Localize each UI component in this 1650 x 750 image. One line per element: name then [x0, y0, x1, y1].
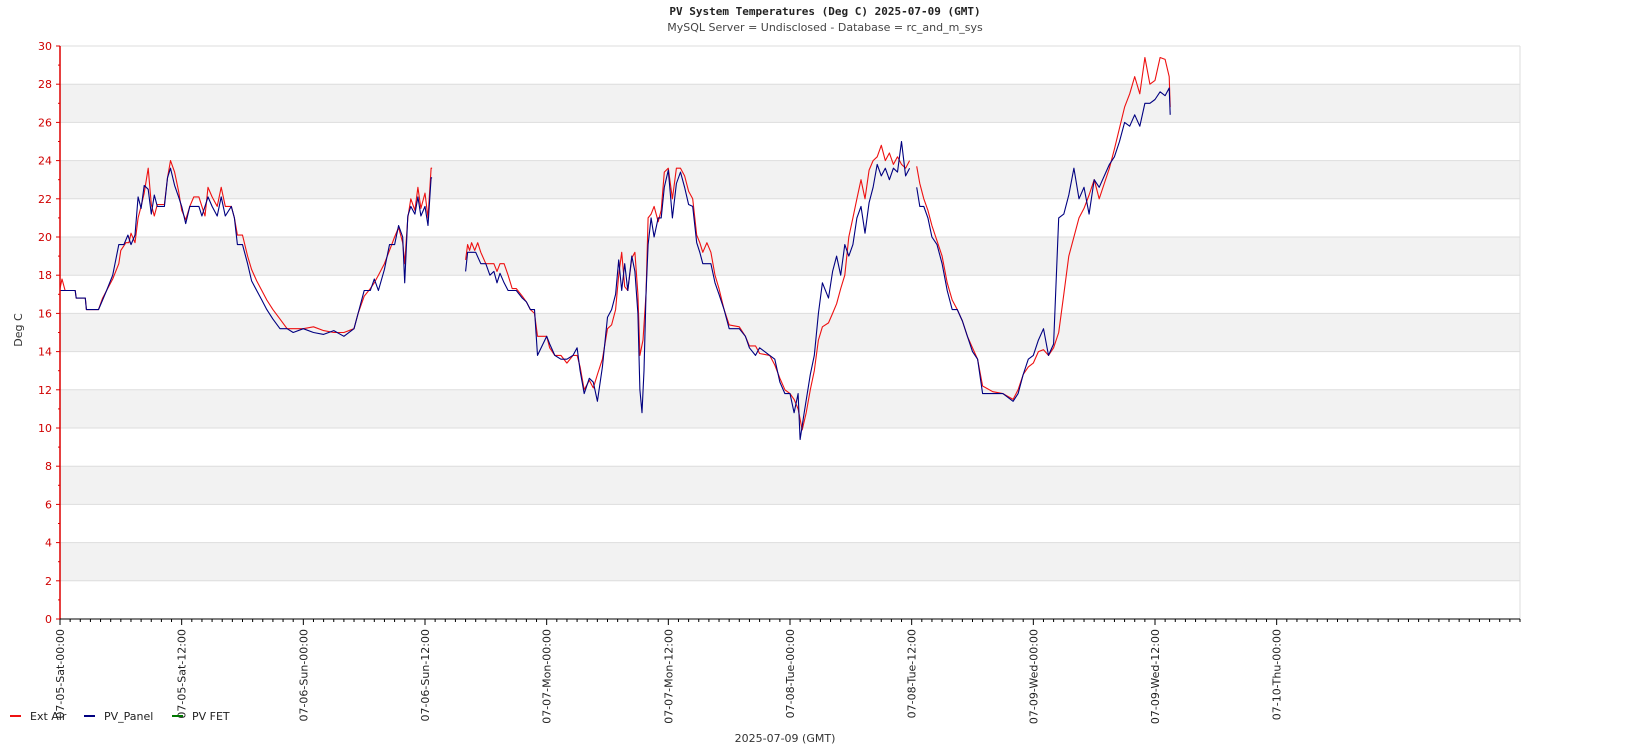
plot-band: [60, 46, 1520, 85]
plot-band: [60, 84, 1520, 123]
x-tick-label: 07-10-Thu-00:00: [1271, 629, 1284, 720]
x-tick-label: 07-06-Sun-00:00: [297, 629, 310, 722]
x-axis-ticks: 07-05-Sat-00:00 07-05-Sat-12:00 07-06-Sun-…: [54, 619, 1521, 724]
series-line: [60, 167, 433, 337]
series-line: [465, 144, 911, 431]
plot-bands: [60, 46, 1520, 619]
x-tick-label: 07-08-Tue-00:00: [784, 629, 797, 718]
x-tick-label: 07-06-Sun-12:00: [419, 629, 432, 722]
x-tick-label: 07-09-Wed-00:00: [1027, 629, 1040, 724]
plot-band: [60, 466, 1520, 505]
series-line: [59, 160, 433, 334]
y-tick-label: 10: [38, 422, 52, 435]
legend-item: PV FET: [172, 710, 230, 723]
y-tick-label: 20: [38, 231, 52, 244]
legend-label: PV FET: [192, 710, 230, 723]
plot-band: [60, 237, 1520, 276]
y-tick-label: 6: [45, 498, 52, 511]
chart-title: PV System Temperatures (Deg C) 2025-07-0…: [669, 5, 980, 18]
y-tick-label: 8: [45, 460, 52, 473]
y-tick-label: 30: [38, 40, 52, 53]
plot-band: [60, 198, 1520, 237]
x-tick-label: 07-07-Mon-00:00: [541, 629, 554, 724]
chart-subtitle: MySQL Server = Undisclosed - Database = …: [667, 21, 983, 34]
y-tick-label: 0: [45, 613, 52, 626]
y-tick-label: 4: [45, 537, 52, 550]
y-tick-label: 12: [38, 384, 52, 397]
x-tick-label: 07-07-Mon-12:00: [662, 629, 675, 724]
plot-band: [60, 313, 1520, 352]
y-tick-label: 24: [38, 155, 52, 168]
plot-gridlines: [60, 45, 1521, 620]
series-line: [916, 56, 1171, 400]
plot-band: [60, 160, 1520, 199]
x-tick-label: 07-08-Tue-12:00: [906, 629, 919, 718]
legend-label: Ext Air: [30, 710, 67, 723]
y-tick-label: 18: [38, 269, 52, 282]
series-line: [916, 87, 1171, 402]
x-tick-label: 07-05-Sat-00:00: [54, 629, 67, 719]
plot-band: [60, 351, 1520, 390]
chart-legend: Ext Air PV_Panel PV FET: [10, 710, 230, 723]
y-tick-label: 2: [45, 575, 52, 588]
y-tick-label: 22: [38, 193, 52, 206]
x-tick-label: 07-05-Sat-12:00: [176, 629, 189, 719]
plot-band: [60, 428, 1520, 467]
legend-item: PV_Panel: [84, 710, 153, 723]
series-line: [465, 140, 911, 441]
series-pv-panel: [60, 87, 1171, 441]
plot-band: [60, 504, 1520, 543]
plot-band: [60, 122, 1520, 161]
series-ext-air: [59, 56, 1171, 431]
legend-label: PV_Panel: [104, 710, 153, 723]
y-tick-label: 28: [38, 78, 52, 91]
series-layer: [59, 56, 1171, 441]
x-tick-label: 07-09-Wed-12:00: [1149, 629, 1162, 724]
y-tick-label: 16: [38, 307, 52, 320]
y-axis-label: Deg C: [12, 313, 25, 347]
x-axis-label: 2025-07-09 (GMT): [735, 732, 836, 745]
y-tick-label: 26: [38, 116, 52, 129]
legend-item: Ext Air: [10, 710, 67, 723]
y-tick-label: 14: [38, 346, 52, 359]
plot-band: [60, 542, 1520, 581]
plot-band: [60, 275, 1520, 314]
plot-band: [60, 580, 1520, 619]
